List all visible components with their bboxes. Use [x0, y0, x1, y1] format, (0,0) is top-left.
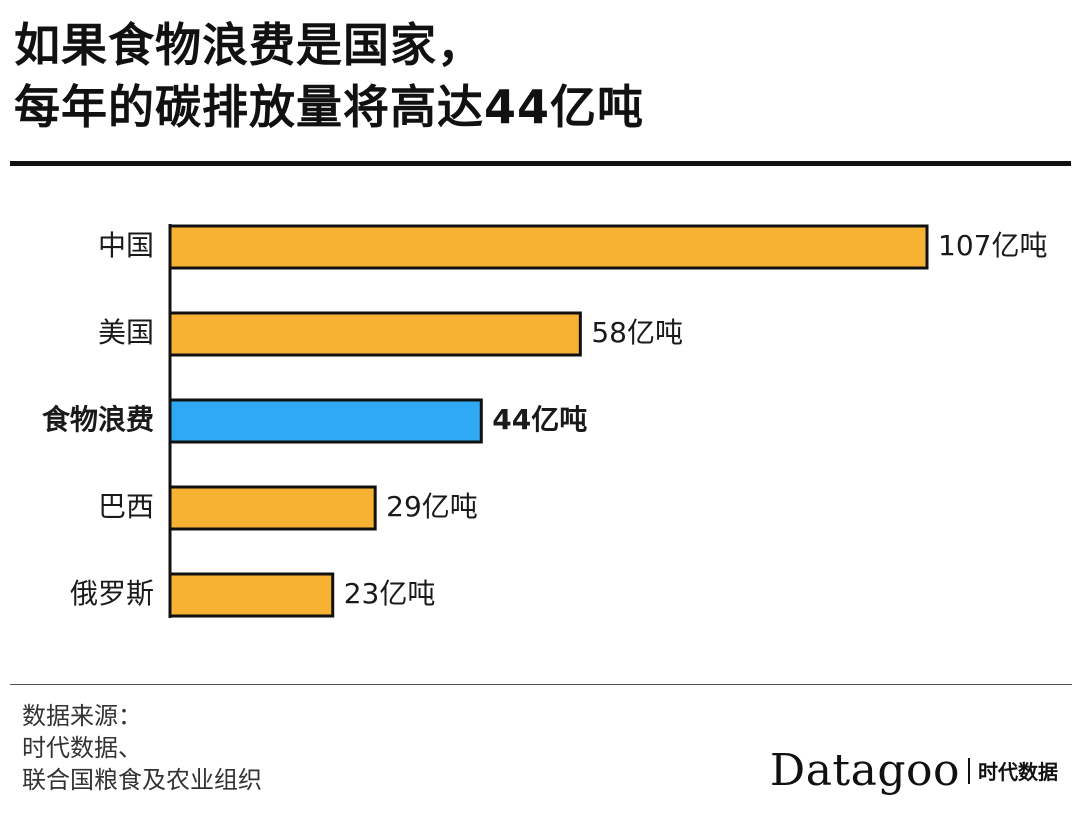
chart-title-line-1: 如果食物浪费是国家，: [14, 18, 484, 72]
category-label-3: 巴西: [98, 490, 154, 523]
bar-3: [168, 485, 377, 531]
source-line-1: 时代数据、: [22, 734, 142, 762]
source-line-2: 联合国粮食及农业组织: [22, 766, 262, 794]
value-label-4: 23亿吨: [344, 577, 436, 610]
bar-2: [168, 398, 483, 444]
data-source: 数据来源： 时代数据、 联合国粮食及农业组织: [22, 700, 262, 796]
chart-title-line-2: 每年的碳排放量将高达44亿吨: [14, 80, 645, 134]
category-label-4: 俄罗斯: [70, 577, 154, 610]
value-label-3: 29亿吨: [386, 490, 478, 523]
bar-4: [168, 572, 335, 618]
bar-1: [168, 311, 582, 357]
brand-name: Datagoo: [769, 745, 960, 796]
chart-title: 如果食物浪费是国家， 每年的碳排放量将高达44亿吨: [14, 14, 644, 138]
brand-subtitle: 时代数据: [978, 760, 1058, 784]
value-label-2: 44亿吨: [492, 403, 587, 436]
source-label: 数据来源：: [22, 702, 142, 730]
brand-logo: Datagoo 时代数据: [770, 745, 1058, 796]
brand-separator: [968, 757, 970, 784]
category-label-1: 美国: [98, 316, 154, 349]
footer-divider: [10, 684, 1072, 685]
value-label-1: 58亿吨: [591, 316, 683, 349]
bar-0: [168, 224, 929, 270]
value-label-0: 107亿吨: [938, 229, 1047, 262]
title-divider: [10, 161, 1071, 166]
category-label-2: 食物浪费: [42, 403, 154, 436]
category-label-0: 中国: [98, 229, 154, 262]
